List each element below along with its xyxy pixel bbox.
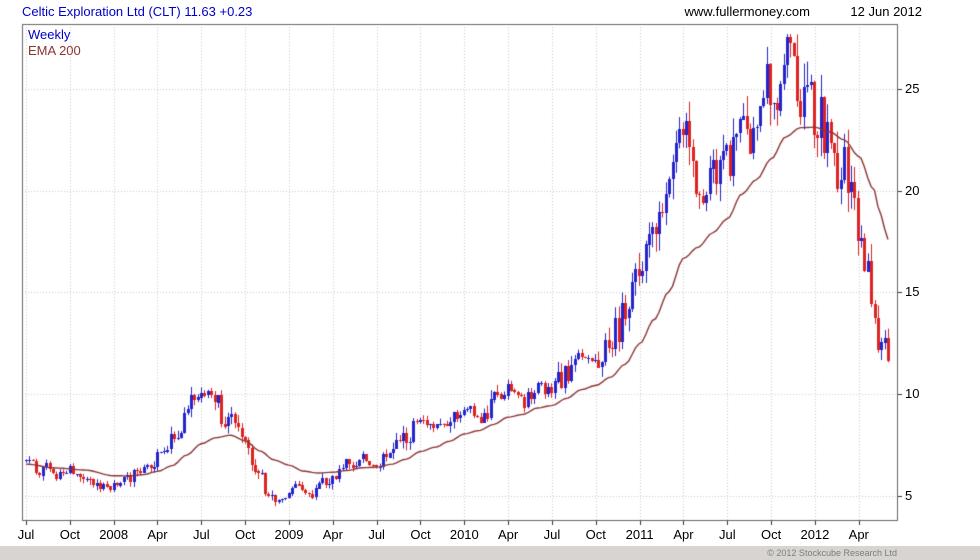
x-axis-tick-label: Jul xyxy=(193,527,210,542)
x-axis-tick-label: Oct xyxy=(59,527,80,542)
x-axis-tick-label: Jul xyxy=(17,527,35,542)
x-axis-tick-label: Oct xyxy=(760,527,782,542)
x-axis-tick-label: 2008 xyxy=(99,527,129,542)
chart-date: 12 Jun 2012 xyxy=(850,4,922,19)
legend-ema-label: EMA 200 xyxy=(28,43,81,58)
website-link[interactable]: www.fullermoney.com xyxy=(684,4,810,19)
x-axis-tick-label: Apr xyxy=(673,527,694,542)
x-axis-tick-label: Oct xyxy=(410,527,431,542)
x-axis-tick-label: 2009 xyxy=(274,527,304,542)
y-axis-tick-label: 15 xyxy=(905,284,920,300)
legend-timeframe-label: Weekly xyxy=(28,27,71,42)
x-axis-tick-label: Apr xyxy=(322,527,343,542)
x-axis-tick-label: Jul xyxy=(368,527,385,542)
footer-band: © 2012 Stockcube Research Ltd xyxy=(0,546,980,560)
copyright-text: © 2012 Stockcube Research Ltd xyxy=(767,548,897,558)
x-axis-tick-label: 2012 xyxy=(800,527,830,542)
x-axis-tick-label: Apr xyxy=(147,527,168,542)
y-axis-tick-label: 10 xyxy=(905,385,920,401)
price-chart-canvas xyxy=(0,0,980,545)
x-axis-tick-label: Oct xyxy=(235,527,256,542)
y-axis-tick-label: 20 xyxy=(905,182,920,198)
x-axis-tick-label: Jul xyxy=(718,527,736,542)
x-axis-tick-label: 2010 xyxy=(449,527,479,542)
x-axis-tick-label: Oct xyxy=(585,527,606,542)
x-axis-tick-label: Apr xyxy=(848,527,869,542)
x-axis-tick-label: Apr xyxy=(498,527,519,542)
y-axis-tick-label: 25 xyxy=(905,81,920,97)
x-axis-tick-label: Jul xyxy=(543,527,561,542)
y-axis-tick-label: 5 xyxy=(905,487,913,503)
x-axis-tick-label: 2011 xyxy=(625,527,654,542)
chart-title: Celtic Exploration Ltd (CLT) 11.63 +0.23 xyxy=(22,4,253,19)
